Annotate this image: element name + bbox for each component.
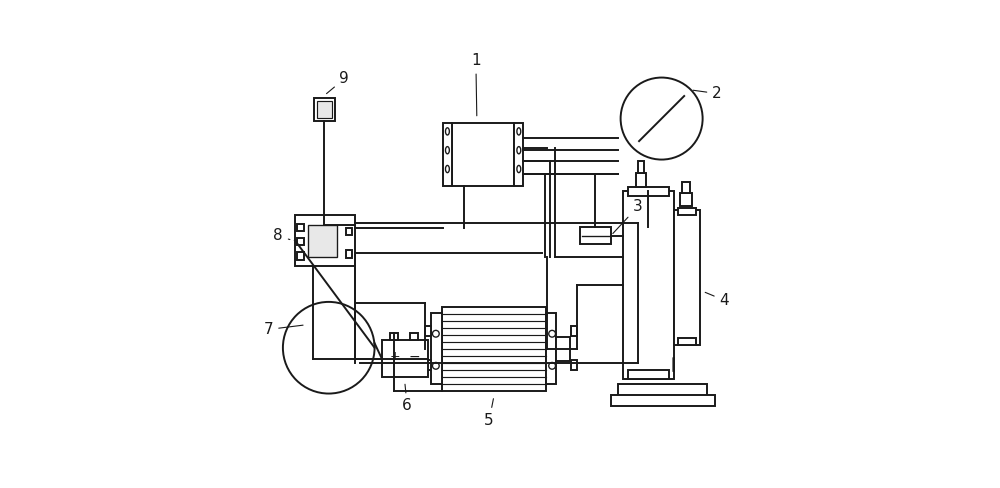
Ellipse shape — [517, 165, 521, 173]
Ellipse shape — [445, 146, 449, 154]
Text: 4: 4 — [705, 292, 729, 308]
Text: −: − — [409, 350, 421, 364]
Bar — [295, 215, 355, 265]
Bar — [636, 173, 646, 187]
Bar — [571, 326, 577, 336]
Bar — [297, 252, 304, 260]
Bar — [580, 227, 611, 244]
Bar — [382, 341, 428, 377]
Bar — [442, 307, 546, 391]
Bar — [682, 182, 690, 193]
Bar — [297, 238, 304, 245]
Bar — [674, 210, 700, 346]
Bar — [680, 193, 692, 206]
Circle shape — [283, 302, 375, 393]
Text: 8: 8 — [273, 228, 290, 244]
Text: 7: 7 — [264, 322, 303, 337]
Bar — [452, 123, 514, 186]
Bar — [390, 333, 398, 341]
Circle shape — [432, 330, 439, 337]
Text: 2: 2 — [693, 86, 722, 101]
Bar — [297, 224, 304, 231]
Bar — [308, 225, 337, 257]
Bar — [628, 187, 669, 196]
Bar — [618, 384, 707, 396]
Bar — [571, 360, 577, 370]
Text: 9: 9 — [327, 71, 349, 94]
Bar — [678, 208, 696, 215]
Bar — [546, 313, 556, 385]
Text: 5: 5 — [484, 399, 494, 428]
Ellipse shape — [517, 146, 521, 154]
Bar — [611, 395, 715, 406]
Bar — [431, 313, 442, 385]
Circle shape — [549, 330, 555, 337]
Ellipse shape — [445, 128, 449, 135]
Ellipse shape — [517, 128, 521, 135]
Bar — [556, 337, 570, 361]
Bar — [514, 123, 523, 186]
Bar — [346, 227, 352, 235]
Circle shape — [621, 78, 703, 160]
Ellipse shape — [445, 165, 449, 173]
Bar — [314, 98, 335, 121]
Bar — [443, 123, 452, 186]
Bar — [317, 101, 332, 118]
Bar — [638, 161, 644, 173]
Bar — [628, 370, 669, 379]
Bar — [346, 250, 352, 258]
Bar — [410, 333, 418, 341]
Text: 1: 1 — [471, 54, 481, 116]
Circle shape — [549, 363, 555, 369]
Text: 3: 3 — [613, 200, 642, 234]
Bar — [425, 360, 431, 370]
Bar — [678, 338, 696, 346]
Circle shape — [432, 363, 439, 369]
Bar — [425, 326, 431, 336]
Text: 6: 6 — [402, 384, 412, 413]
Bar — [623, 191, 674, 379]
Text: +: + — [389, 350, 400, 363]
